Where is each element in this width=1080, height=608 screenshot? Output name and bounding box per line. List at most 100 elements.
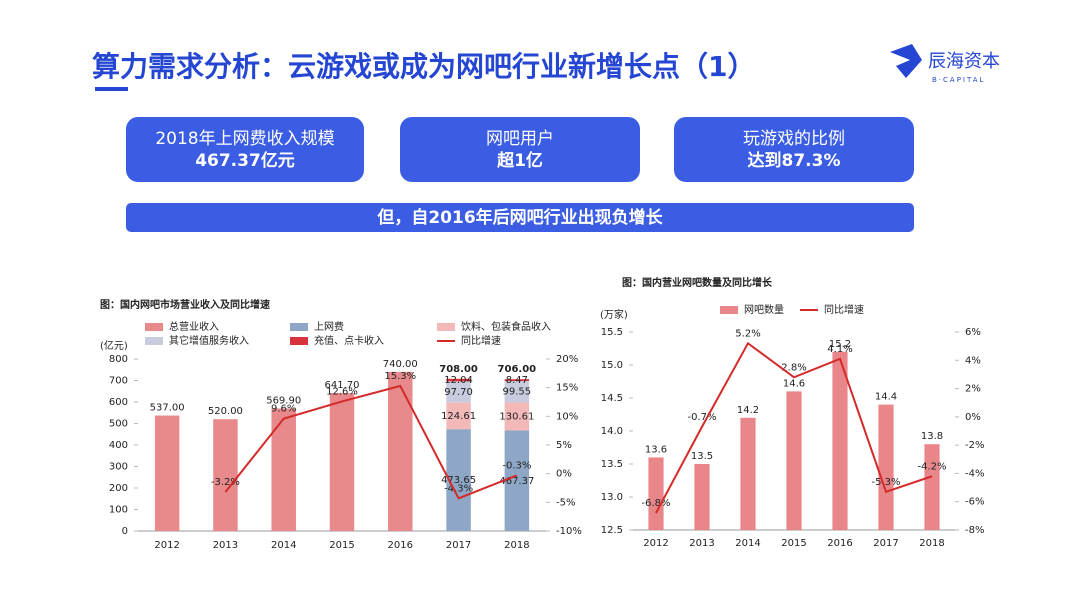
box-label: 网吧用户 xyxy=(486,129,554,149)
y-tick-label: 0 xyxy=(122,526,128,537)
x-tick-label: 2013 xyxy=(689,538,714,549)
bar xyxy=(648,457,664,530)
bar xyxy=(786,391,802,530)
legend-swatch xyxy=(437,323,455,331)
legend-label: 其它增值服务收入 xyxy=(169,334,249,347)
y-tick-label: 15.0 xyxy=(601,360,623,371)
y2-tick-label: 5% xyxy=(556,440,572,451)
data-label: 520.00 xyxy=(208,406,243,417)
box-value: 超1亿 xyxy=(497,150,543,171)
data-label: 14.6 xyxy=(783,378,805,389)
y2-tick-label: -4% xyxy=(965,468,984,479)
highlight-box: 网吧用户 超1亿 xyxy=(400,117,640,182)
y-tick-label: 300 xyxy=(109,462,128,473)
box-value: 达到87.3% xyxy=(748,150,841,171)
data-label: 8.47 xyxy=(506,375,528,386)
legend-label: 同比增速 xyxy=(461,334,501,347)
x-tick-label: 2016 xyxy=(827,538,852,549)
chart-title: 图：国内营业网吧数量及同比增长 xyxy=(622,276,773,289)
total-label: 708.00 xyxy=(439,364,478,375)
line xyxy=(224,384,518,500)
data-label: 467.37 xyxy=(499,476,534,487)
legend-label: 总营业收入 xyxy=(169,320,219,333)
x-tick-label: 2015 xyxy=(781,538,806,549)
line-label: -4.2% xyxy=(917,461,946,472)
legend-swatch xyxy=(290,337,308,345)
data-label: 13.5 xyxy=(691,451,713,462)
x-tick-label: 2016 xyxy=(388,540,413,551)
x-tick-label: 2012 xyxy=(643,538,668,549)
y2-tick-label: 0% xyxy=(556,469,572,480)
logo-icon xyxy=(890,44,922,78)
y2-tick-label: -10% xyxy=(556,526,582,537)
y-tick-label: 800 xyxy=(109,354,128,365)
highlight-box: 玩游戏的比例 达到87.3% xyxy=(674,117,914,182)
data-label: 97.70 xyxy=(444,387,473,398)
bar xyxy=(446,429,471,531)
bar xyxy=(271,408,296,531)
data-label: 12.04 xyxy=(444,375,473,386)
legend-label: 同比增速 xyxy=(824,303,864,316)
line-label: 15.3% xyxy=(384,371,416,382)
y-tick-label: 100 xyxy=(109,505,128,516)
legend-swatch xyxy=(290,323,308,331)
bar xyxy=(740,417,756,530)
y-tick-label: 600 xyxy=(109,397,128,408)
bar xyxy=(504,430,530,531)
y2-tick-label: 10% xyxy=(556,411,578,422)
bar xyxy=(446,402,471,430)
data-label: 13.8 xyxy=(921,431,943,442)
bar xyxy=(694,464,710,530)
line-label: 12.6% xyxy=(326,386,358,397)
data-label: 14.4 xyxy=(875,392,897,403)
y2-tick-label: 0% xyxy=(965,412,981,423)
y2-tick-label: 2% xyxy=(965,384,981,395)
bar xyxy=(504,402,530,431)
y-tick-label: 14.0 xyxy=(601,426,623,437)
bar xyxy=(446,378,471,382)
box xyxy=(400,117,640,182)
data-label: 15.2 xyxy=(829,339,851,350)
x-tick-label: 2017 xyxy=(873,538,898,549)
data-label: 14.2 xyxy=(737,405,759,416)
line-label: -6.8% xyxy=(641,498,670,509)
y-tick-label: 13.5 xyxy=(601,459,623,470)
x-tick-label: 2013 xyxy=(213,540,238,551)
data-label: 124.61 xyxy=(441,411,476,422)
legend-label: 饮料、包装食品收入 xyxy=(461,320,551,333)
bar xyxy=(878,404,894,530)
bar xyxy=(388,371,413,531)
legend-label: 充值、点卡收入 xyxy=(314,334,384,347)
bar xyxy=(446,381,471,403)
y2-tick-label: 6% xyxy=(965,327,981,338)
line-label: 2.8% xyxy=(781,362,806,373)
box-label: 2018年上网费收入规模 xyxy=(155,129,334,149)
y-tick-label: 400 xyxy=(109,440,128,451)
y-tick-label: 700 xyxy=(109,376,128,387)
y-tick-label: 200 xyxy=(109,483,128,494)
y2-tick-label: 15% xyxy=(556,383,578,394)
data-label: 130.61 xyxy=(499,411,534,422)
y2-tick-label: -2% xyxy=(965,440,984,451)
legend-swatch xyxy=(145,323,163,331)
data-label: 740.00 xyxy=(383,359,418,370)
y2-tick-label: -8% xyxy=(965,525,984,536)
box xyxy=(674,117,914,182)
box-label: 玩游戏的比例 xyxy=(743,129,845,149)
x-tick-label: 2014 xyxy=(735,538,760,549)
data-label: 537.00 xyxy=(150,403,185,414)
line-label: -0.7% xyxy=(687,412,716,423)
box xyxy=(126,117,364,182)
line-label: -0.3% xyxy=(502,460,531,471)
data-label: 569.90 xyxy=(266,395,301,406)
bar xyxy=(213,419,238,531)
line-label: 4.1% xyxy=(827,344,852,355)
banner xyxy=(126,203,914,232)
line-label: -5.3% xyxy=(871,477,900,488)
data-label: 13.6 xyxy=(645,444,667,455)
logo-sub: B·CAPITAL xyxy=(932,76,985,84)
banner-text: 但，自2016年后网吧行业出现负增长 xyxy=(377,207,663,228)
y-tick-label: 15.5 xyxy=(601,327,623,338)
